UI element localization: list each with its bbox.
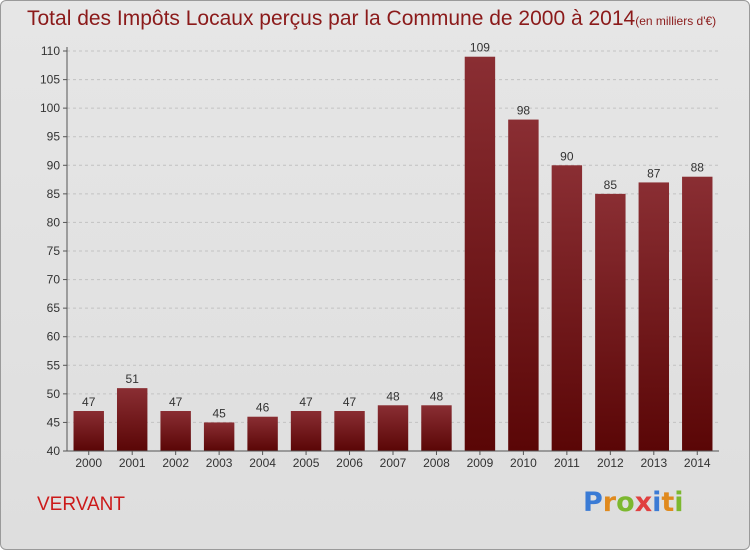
- bar-2002: [160, 411, 191, 451]
- commune-name: VERVANT: [37, 494, 125, 515]
- x-tick-label: 2005: [293, 456, 320, 470]
- bars: [73, 56, 713, 452]
- bar-2003: [203, 422, 235, 451]
- bar-2013: [638, 182, 670, 451]
- x-tick-label: 2012: [597, 456, 624, 470]
- x-tick-label: 2008: [423, 456, 450, 470]
- data-labels: 47 51 47 45 46 47 47 48 48 109 98 90 85 87 88: [82, 41, 704, 421]
- y-tick-label: 70: [47, 273, 61, 287]
- y-tick-label: 65: [47, 301, 61, 315]
- data-label-2003: 45: [212, 406, 226, 420]
- x-tick-label: 2014: [684, 456, 711, 470]
- y-tick-label: 45: [47, 415, 61, 429]
- x-tick-label: 2003: [206, 456, 233, 470]
- y-tick-label: 95: [47, 130, 61, 144]
- bar-2000: [73, 411, 104, 451]
- data-label-2007: 48: [386, 389, 400, 403]
- y-tick-label: 40: [47, 444, 61, 458]
- data-label-2001: 51: [126, 372, 140, 386]
- y-tick-label: 85: [47, 187, 61, 201]
- data-label-2014: 88: [691, 161, 705, 175]
- data-label-2011: 90: [560, 149, 574, 163]
- data-label-2013: 87: [647, 166, 661, 180]
- data-label-2006: 47: [343, 395, 357, 409]
- y-tick-label: 110: [41, 44, 60, 58]
- x-tick-label: 2004: [249, 456, 276, 470]
- bar-2012: [595, 193, 626, 451]
- x-axis: 2000 2001 2002 2003 2004 2005 2006 2007 2008 2009…: [67, 450, 719, 470]
- y-tick-label: 75: [47, 244, 61, 258]
- y-tick-label: 90: [47, 158, 61, 172]
- data-label-2004: 46: [256, 401, 270, 415]
- x-tick-label: 2000: [75, 456, 102, 470]
- x-tick-label: 2011: [554, 456, 580, 470]
- data-label-2000: 47: [82, 395, 96, 409]
- x-tick-label: 2007: [380, 456, 407, 470]
- y-tick-label: 55: [47, 358, 61, 372]
- bar-2014: [682, 176, 713, 451]
- bar-2007: [377, 405, 409, 451]
- bar-2001: [116, 388, 148, 451]
- data-label-2009: 109: [470, 41, 490, 55]
- bar-2011: [551, 165, 583, 452]
- data-label-2005: 47: [299, 395, 313, 409]
- proxiti-logo[interactable]: Proxiti: [583, 487, 684, 518]
- x-tick-label: 2009: [467, 456, 494, 470]
- data-label-2010: 98: [517, 104, 531, 118]
- chart-title: Total des Impôts Locaux perçus par la Co…: [27, 7, 716, 31]
- y-tick-label: 50: [47, 387, 61, 401]
- y-tick-label: 80: [47, 215, 61, 229]
- bar-2009: [464, 56, 496, 451]
- bar-2004: [247, 416, 278, 451]
- title-text: Total des Impôts Locaux perçus par la Co…: [27, 7, 636, 30]
- x-tick-label: 2002: [162, 456, 189, 470]
- bar-2006: [334, 411, 365, 451]
- y-tick-label: 105: [40, 73, 60, 87]
- y-tick-label: 60: [47, 330, 61, 344]
- data-label-2002: 47: [169, 395, 183, 409]
- x-tick-label: 2013: [640, 456, 667, 470]
- bar-2005: [290, 411, 322, 451]
- data-label-2012: 85: [604, 178, 618, 192]
- x-tick-label: 2006: [336, 456, 363, 470]
- y-axis: 40 45 50 55 60 65 70 75 80 85 90 95 100 105 110: [40, 44, 68, 458]
- x-tick-label: 2010: [510, 456, 537, 470]
- title-unit: (en milliers d'€): [635, 14, 717, 28]
- bar-2010: [508, 119, 539, 452]
- bar-2008: [421, 405, 452, 451]
- data-label-2008: 48: [430, 389, 444, 403]
- y-tick-label: 100: [40, 101, 60, 115]
- x-tick-label: 2001: [119, 456, 146, 470]
